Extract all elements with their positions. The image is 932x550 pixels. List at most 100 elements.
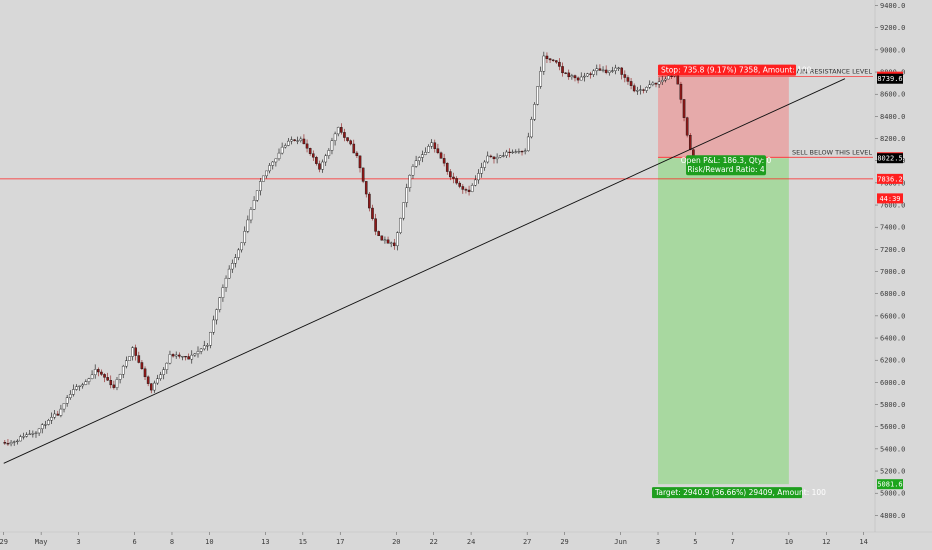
candle-body[interactable] <box>583 75 586 78</box>
candle-body[interactable] <box>664 78 667 81</box>
candle-body[interactable] <box>685 117 689 136</box>
candle-body[interactable] <box>302 138 306 145</box>
candle-body[interactable] <box>383 239 387 241</box>
candle-body[interactable] <box>371 207 374 219</box>
candle-body[interactable] <box>523 150 527 152</box>
candle-body[interactable] <box>299 138 303 141</box>
candle-body[interactable] <box>143 368 147 378</box>
candle-body[interactable] <box>274 158 278 163</box>
candle-body[interactable] <box>620 67 624 75</box>
candle-body[interactable] <box>520 151 524 153</box>
candle-body[interactable] <box>611 70 614 72</box>
candle-body[interactable] <box>642 89 645 91</box>
candle-body[interactable] <box>84 381 88 385</box>
candle-body[interactable] <box>149 383 153 391</box>
candle-body[interactable] <box>408 175 412 188</box>
candle-body[interactable] <box>131 347 134 357</box>
candle-body[interactable] <box>589 73 592 75</box>
candle-body[interactable] <box>480 167 483 174</box>
candle-body[interactable] <box>100 371 103 375</box>
candle-body[interactable] <box>667 75 670 80</box>
candle-body[interactable] <box>90 374 94 379</box>
candle-body[interactable] <box>12 441 16 443</box>
candle-body[interactable] <box>237 249 240 258</box>
candle-body[interactable] <box>592 70 595 75</box>
candle-body[interactable] <box>654 82 658 85</box>
candle-body[interactable] <box>308 148 312 154</box>
candle-body[interactable] <box>68 394 72 398</box>
candle-body[interactable] <box>318 163 321 170</box>
candle-body[interactable] <box>259 181 262 191</box>
candle-body[interactable] <box>184 356 187 358</box>
candle-body[interactable] <box>657 81 661 85</box>
candle-body[interactable] <box>265 170 268 177</box>
time-axis[interactable]: 29 May 3 6 8 10 13 15 17 20 22 24 27 29 Jun 3 5 7 10 12 14 <box>0 531 932 546</box>
candle-body[interactable] <box>121 365 125 375</box>
candle-body[interactable] <box>199 348 203 352</box>
candle-body[interactable] <box>561 66 564 74</box>
candle-body[interactable] <box>22 436 25 438</box>
candle-body[interactable] <box>399 217 402 233</box>
candle-body[interactable] <box>62 403 66 410</box>
candle-body[interactable] <box>78 385 81 387</box>
candle-body[interactable] <box>340 127 343 133</box>
candle-body[interactable] <box>9 442 13 445</box>
candle-body[interactable] <box>355 152 359 157</box>
candle-body[interactable] <box>202 345 206 350</box>
candle-body[interactable] <box>305 143 309 149</box>
support-trendline[interactable] <box>3 78 846 464</box>
candle-body[interactable] <box>508 151 511 154</box>
candle-body[interactable] <box>586 73 589 77</box>
candle-body[interactable] <box>103 374 106 378</box>
candle-body[interactable] <box>386 239 390 244</box>
candle-body[interactable] <box>44 424 47 426</box>
candle-body[interactable] <box>227 268 231 279</box>
candle-body[interactable] <box>59 408 63 416</box>
candle-body[interactable] <box>483 161 486 168</box>
candle-body[interactable] <box>455 178 458 184</box>
candle-body[interactable] <box>37 428 41 434</box>
candle-body[interactable] <box>115 379 119 388</box>
candle-body[interactable] <box>548 58 552 61</box>
candle-body[interactable] <box>436 148 440 154</box>
candle-body[interactable] <box>405 187 409 203</box>
candle-body[interactable] <box>215 309 218 321</box>
candle-body[interactable] <box>56 413 60 416</box>
candle-body[interactable] <box>181 356 184 358</box>
candle-body[interactable] <box>212 319 215 333</box>
candle-body[interactable] <box>542 55 546 72</box>
candle-body[interactable] <box>639 89 642 91</box>
candle-body[interactable] <box>243 231 247 244</box>
candle-body[interactable] <box>473 179 477 186</box>
candle-body[interactable] <box>526 136 530 151</box>
candle-body[interactable] <box>486 155 490 163</box>
candle-body[interactable] <box>380 235 384 241</box>
candle-body[interactable] <box>417 157 421 161</box>
candle-body[interactable] <box>349 140 352 145</box>
candle-body[interactable] <box>255 190 259 201</box>
candle-body[interactable] <box>343 132 346 138</box>
candle-body[interactable] <box>505 151 508 156</box>
candle-body[interactable] <box>645 87 648 91</box>
candle-body[interactable] <box>604 69 608 73</box>
candle-body[interactable] <box>75 386 78 390</box>
candle-body[interactable] <box>252 200 256 210</box>
candle-body[interactable] <box>595 68 599 72</box>
candle-body[interactable] <box>34 432 38 434</box>
candle-body[interactable] <box>573 75 577 79</box>
candle-body[interactable] <box>31 433 35 435</box>
candle-body[interactable] <box>19 436 22 442</box>
candle-body[interactable] <box>433 142 437 149</box>
candle-body[interactable] <box>162 369 166 375</box>
candle-body[interactable] <box>178 354 181 357</box>
candle-body[interactable] <box>396 232 399 247</box>
candle-body[interactable] <box>551 59 555 61</box>
candle-body[interactable] <box>106 377 109 381</box>
candle-body[interactable] <box>514 151 518 153</box>
candle-body[interactable] <box>411 166 415 176</box>
candle-body[interactable] <box>277 152 281 160</box>
candle-body[interactable] <box>174 354 178 357</box>
candle-body[interactable] <box>324 155 328 163</box>
candle-body[interactable] <box>579 76 583 81</box>
candle-body[interactable] <box>477 173 480 181</box>
